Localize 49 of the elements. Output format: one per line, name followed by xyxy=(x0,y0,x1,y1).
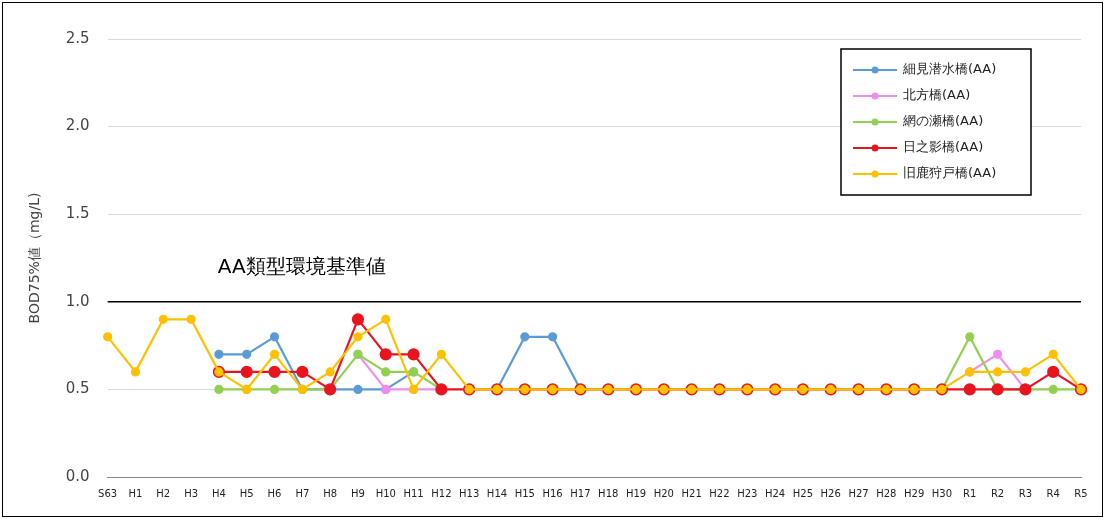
x-tick-label: H12 xyxy=(431,487,452,499)
y-tick-label: 1.0 xyxy=(65,291,90,310)
x-tick-label: R4 xyxy=(1046,487,1060,499)
x-tick-label: H18 xyxy=(598,487,619,499)
x-tick-label: H8 xyxy=(323,487,338,499)
x-tick-label: H7 xyxy=(295,487,310,499)
x-tick-label: S63 xyxy=(98,487,118,499)
y-tick-label: 2.0 xyxy=(65,116,90,135)
legend-label: 旧鹿狩戸橋(AA) xyxy=(903,165,997,181)
y-tick-label: 1.5 xyxy=(65,204,90,223)
legend-label: 日之影橋(AA) xyxy=(903,139,984,155)
x-tick-label: H3 xyxy=(184,487,199,499)
x-tick-label: H11 xyxy=(403,487,424,499)
x-tick-label: R1 xyxy=(963,487,977,499)
y-tick-label: 0.5 xyxy=(65,379,90,398)
legend-label: 北方橋(AA) xyxy=(903,87,971,103)
x-tick-label: H29 xyxy=(904,487,925,499)
x-tick-label: H24 xyxy=(764,487,786,499)
x-tick-label: H17 xyxy=(570,487,591,499)
x-tick-label: R3 xyxy=(1018,487,1033,499)
x-tick-label: H6 xyxy=(267,487,282,499)
x-tick-label: H26 xyxy=(820,487,841,499)
x-tick-label: H21 xyxy=(681,487,702,499)
x-tick-label: H4 xyxy=(211,487,226,499)
y-tick-label: 2.5 xyxy=(65,28,90,47)
x-tick-label: H30 xyxy=(931,487,953,499)
legend-label: 網の瀬橋(AA) xyxy=(902,113,984,129)
x-tick-label: H22 xyxy=(709,487,730,499)
x-tick-label: R2 xyxy=(990,487,1005,499)
x-tick-label: H27 xyxy=(848,487,869,499)
x-tick-label: H2 xyxy=(156,487,171,499)
x-tick-label: H14 xyxy=(486,487,508,499)
x-tick-label: H20 xyxy=(653,487,674,499)
x-tick-label: H5 xyxy=(239,487,254,499)
x-tick-label: R5 xyxy=(1074,487,1088,499)
ref-line-label: AA類型環境基準値 xyxy=(217,254,386,278)
x-tick-label: H16 xyxy=(542,487,563,499)
x-tick-label: H25 xyxy=(792,487,814,499)
x-tick-label: H23 xyxy=(737,487,758,499)
x-tick-label: H28 xyxy=(876,487,897,499)
legend-label: 細見潜水橋(AA) xyxy=(902,61,997,77)
x-tick-label: H10 xyxy=(375,487,396,499)
x-tick-label: H15 xyxy=(514,487,535,499)
y-tick-label: 0.0 xyxy=(65,466,90,485)
x-tick-label: H13 xyxy=(459,487,480,499)
x-tick-label: H9 xyxy=(351,487,365,499)
y-axis-title: BOD75%値（mg/L) xyxy=(26,192,43,324)
x-tick-label: H19 xyxy=(625,487,647,499)
x-tick-label: H1 xyxy=(128,487,143,499)
